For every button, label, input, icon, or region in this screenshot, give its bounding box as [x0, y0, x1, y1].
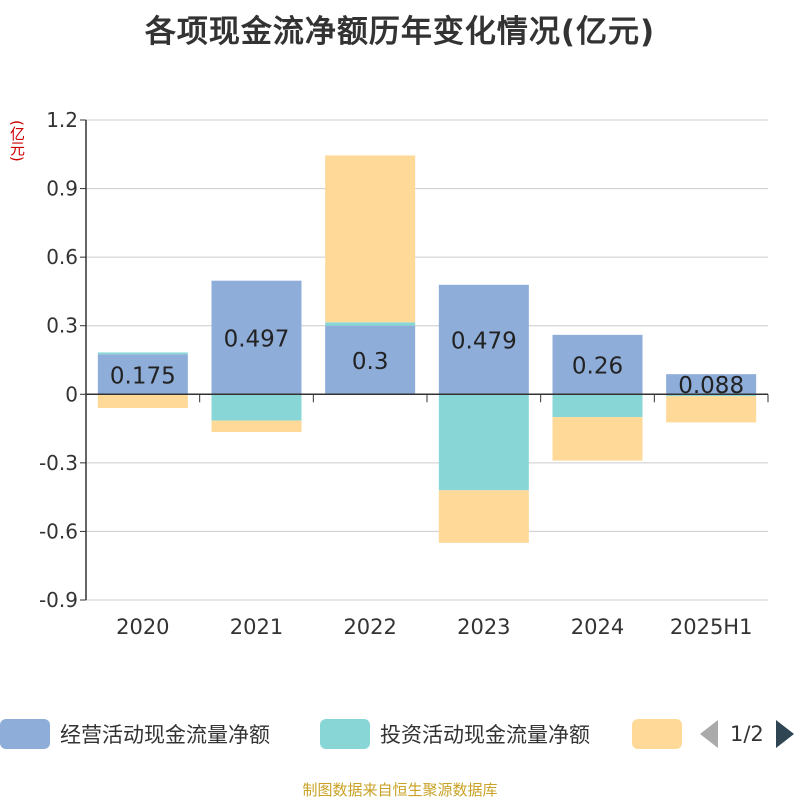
bar-2024-series-0: [552, 334, 643, 395]
legend-item-operating[interactable]: 经营活动现金流量净额: [0, 716, 270, 752]
bar-2020-series-2: [97, 394, 188, 408]
legend-swatch-third: [632, 719, 682, 749]
bar-2020-series-0: [97, 354, 188, 395]
legend-item-third[interactable]: [632, 716, 692, 752]
chart-title: 各项现金流净额历年变化情况(亿元): [144, 14, 656, 50]
y-tick-label: 0.3: [46, 314, 78, 338]
bar-2021-series-2: [211, 420, 302, 432]
bar-series: [97, 155, 757, 543]
data-label-2020: 0.175: [110, 363, 176, 389]
bar-2021-series-1: [211, 394, 302, 421]
data-label-2025H1: 0.088: [678, 373, 744, 399]
bar-2022-series-2: [325, 155, 416, 323]
legend-next-page-icon[interactable]: [775, 720, 794, 748]
y-tick-label: 0.6: [46, 245, 78, 269]
legend-swatch-operating: [0, 719, 50, 749]
bar-2022-series-1: [325, 322, 416, 326]
x-tick-label-2020: 2020: [116, 615, 169, 639]
legend-item-investing[interactable]: 投资活动现金流量净额: [320, 716, 590, 752]
axes: 1.2 0.9 0.6 0.3 0 -0.3 -0.6 -0.9 2020 2021 2022 202…: [39, 108, 769, 639]
bar-2021-series-0: [211, 280, 302, 395]
x-tick-label-2023: 2023: [457, 615, 510, 639]
legend-pager: 1/2: [700, 716, 794, 752]
y-axis-unit: (亿元): [8, 120, 26, 162]
x-tick-label-2021: 2021: [230, 615, 283, 639]
bar-2023-series-1: [438, 394, 529, 491]
bar-2020-series-1: [97, 352, 188, 355]
bar-2025H1-series-0: [666, 374, 757, 395]
data-label-2023: 0.479: [451, 329, 517, 355]
bar-2024-series-2: [552, 417, 643, 461]
data-label-2022: 0.3: [352, 349, 389, 375]
grid-lines: [86, 119, 768, 601]
bar-2024-series-1: [552, 394, 643, 418]
legend-label-investing: 投资活动现金流量净额: [380, 723, 590, 747]
x-tick-label-2024: 2024: [571, 615, 624, 639]
bar-2022-series-0: [325, 325, 416, 395]
data-source: 制图数据来自恒生聚源数据库: [302, 781, 498, 799]
bar-2025H1-series-1: [666, 394, 757, 397]
y-tick-label: -0.3: [39, 451, 78, 475]
y-tick-label: -0.6: [39, 519, 78, 543]
y-tick-label: 0: [65, 382, 78, 406]
data-labels: 0.175 0.497 0.3 0.479 0.26 0.088: [110, 326, 744, 399]
legend-page-indicator: 1/2: [730, 722, 764, 746]
legend: 经营活动现金流量净额 投资活动现金流量净额 1/2: [0, 716, 800, 756]
bar-2023-series-0: [438, 284, 529, 395]
legend-prev-page-icon[interactable]: [700, 720, 718, 748]
data-label-2021: 0.497: [224, 326, 290, 352]
bar-2023-series-2: [438, 490, 529, 543]
y-tick-label: -0.9: [39, 588, 78, 612]
cashflow-chart: 1.2 0.9 0.6 0.3 0 -0.3 -0.6 -0.9 2020 2021 2022 202…: [39, 108, 769, 639]
data-label-2024: 0.26: [572, 354, 623, 380]
y-tick-label: 0.9: [46, 177, 78, 201]
legend-label-operating: 经营活动现金流量净额: [60, 723, 270, 747]
x-tick-label-2022: 2022: [343, 615, 396, 639]
x-tick-label-2025H1: 2025H1: [670, 615, 753, 639]
bar-2025H1-series-2: [666, 396, 757, 423]
legend-swatch-investing: [320, 719, 370, 749]
y-tick-label: 1.2: [46, 108, 78, 132]
